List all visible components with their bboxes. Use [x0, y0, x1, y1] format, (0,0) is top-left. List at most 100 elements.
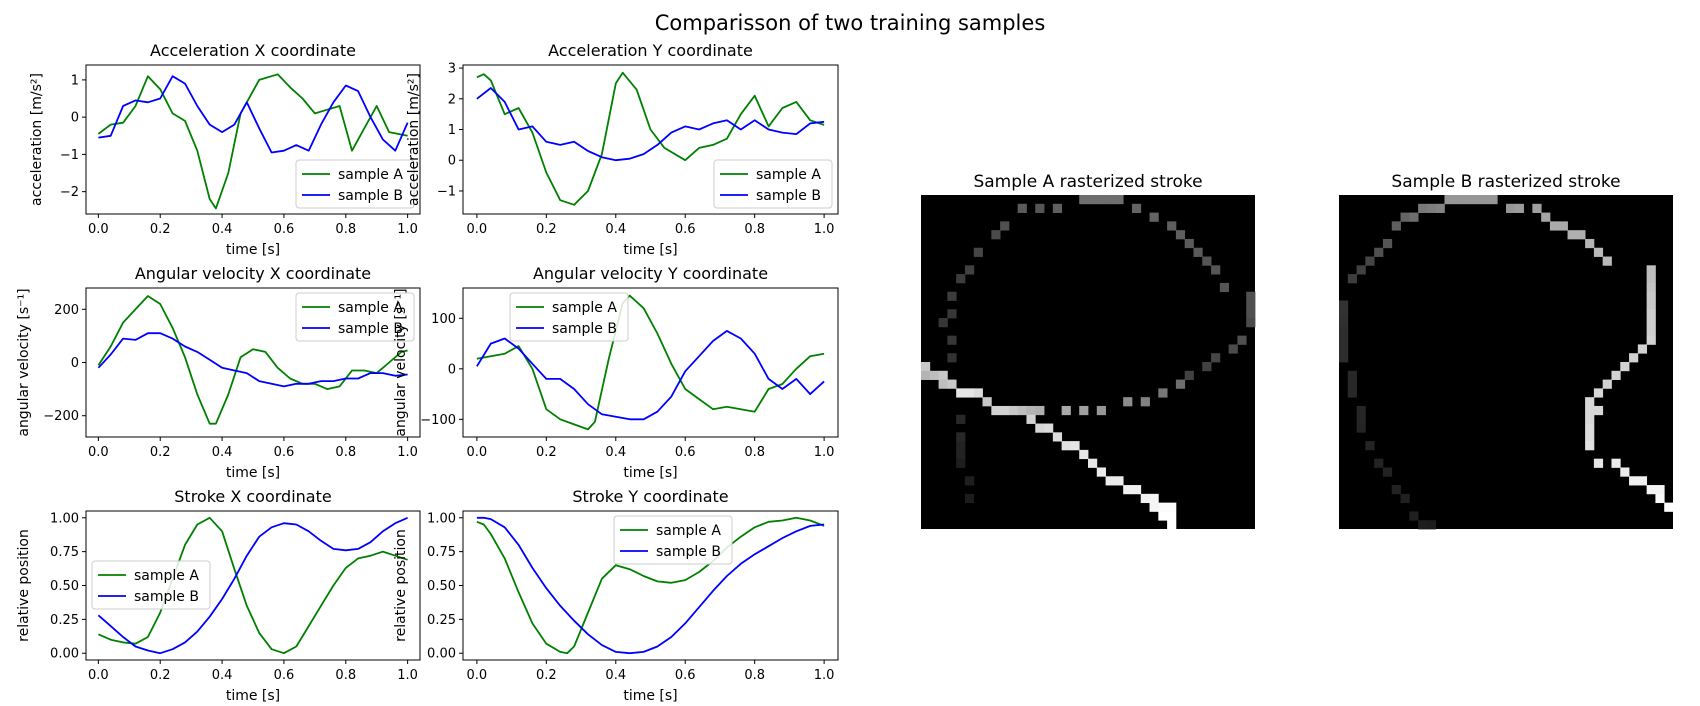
raster-pixel	[1347, 388, 1357, 398]
raster-pixel	[1061, 441, 1071, 451]
x-tick-label: 0.6	[675, 668, 696, 683]
raster-pixel	[1646, 335, 1656, 345]
x-tick-label: 0.8	[744, 222, 765, 237]
raster-pixel	[973, 388, 983, 398]
raster-pixel	[1356, 405, 1366, 416]
raster-pixel	[1026, 414, 1036, 424]
legend-label-b: sample B	[656, 544, 721, 560]
raster-pixel	[1593, 388, 1604, 398]
raster-background	[1339, 195, 1673, 529]
raster-pixel	[1409, 212, 1419, 222]
axes-title: Acceleration X coordinate	[150, 41, 356, 60]
x-tick-label: 1.0	[397, 445, 418, 460]
raster-pixel	[1646, 326, 1656, 337]
x-tick-label: 0.2	[536, 445, 557, 460]
raster-pixel	[956, 414, 966, 424]
raster-pixel	[1131, 203, 1142, 213]
raster-pixel	[1096, 405, 1106, 416]
x-axis-label: time [s]	[226, 688, 280, 704]
raster-pixel	[1149, 493, 1159, 504]
raster-pixel	[973, 247, 983, 257]
raster-pixel	[1611, 370, 1621, 380]
series-line-b	[476, 330, 825, 421]
series-line-b	[476, 87, 825, 162]
chart-acceleration-x: 0.0 0.2 0.4 0.6 0.8 1.0 1 0 −1 −2 Acceleration X c…	[29, 41, 421, 258]
raster-pixel	[929, 370, 939, 380]
raster-pixel	[1514, 203, 1524, 213]
raster-pixel	[1532, 203, 1542, 213]
raster-pixel	[938, 379, 948, 389]
x-axis-label: time [s]	[226, 242, 280, 258]
raster-pixel	[1426, 520, 1437, 530]
raster-pixel	[956, 458, 966, 468]
raster-pixel	[1620, 362, 1630, 372]
chart-acceleration-y: 0.0 0.2 0.4 0.6 0.8 1.0 3 2 1 0 −1 Acceleration Y c…	[406, 41, 839, 258]
raster-pixel	[1646, 291, 1656, 301]
raster-pixel	[1585, 432, 1595, 442]
y-tick-label: −2	[60, 185, 79, 200]
x-tick-label: 0.8	[744, 445, 765, 460]
y-tick-label: 0	[448, 154, 456, 169]
raster-pixel	[1453, 195, 1463, 205]
raster-pixel	[1655, 485, 1665, 495]
x-tick-label: 0.0	[88, 222, 109, 237]
series-line-b	[476, 516, 825, 655]
x-tick-label: 0.8	[335, 445, 356, 460]
x-tick-label: 0.2	[150, 222, 171, 237]
legend-label-b: sample B	[134, 589, 199, 605]
y-tick-label: 0.25	[50, 613, 79, 628]
legend-label-a: sample A	[338, 300, 403, 316]
axes-title: Stroke Y coordinate	[572, 487, 728, 506]
raster-pixel	[991, 405, 1001, 416]
x-tick-label: 0.8	[744, 668, 765, 683]
raster-pixel	[1211, 353, 1221, 363]
x-tick-label: 0.4	[212, 668, 233, 683]
legend-label-a: sample A	[338, 167, 403, 183]
y-tick-label: 0.00	[50, 647, 79, 662]
chart-angular-velocity-x: 0.0 0.2 0.4 0.6 0.8 1.0 200 0 −200 Angular veloci…	[16, 264, 421, 481]
raster-pixel	[1585, 405, 1595, 416]
axes-title: Acceleration Y coordinate	[548, 41, 753, 60]
legend: sample A sample B	[295, 292, 415, 342]
raster-pixel	[1184, 370, 1194, 380]
axes-title: Angular velocity Y coordinate	[533, 264, 768, 283]
y-tick-label: 1.00	[50, 511, 79, 526]
raster-pixel	[1035, 423, 1045, 433]
raster-pixel	[1646, 282, 1656, 293]
raster-pixel	[1655, 493, 1665, 504]
y-tick-label: 3	[448, 62, 456, 77]
raster-pixel	[1646, 485, 1656, 495]
raster-pixel	[1418, 520, 1428, 530]
raster-pixel	[1585, 423, 1595, 433]
raster-pixel	[1435, 203, 1445, 213]
legend-box	[613, 515, 733, 565]
raster-pixel	[1044, 423, 1054, 433]
y-axis-label: angular velocity [s⁻¹]	[393, 288, 409, 436]
y-tick-label: −100	[420, 413, 456, 428]
raster-pixel	[1184, 238, 1194, 249]
raster-pixel	[1237, 335, 1247, 345]
y-tick-label: 0.25	[427, 613, 456, 628]
raster-pixel	[1070, 441, 1080, 451]
y-tick-label: 0	[71, 356, 79, 371]
axes-frame	[462, 287, 839, 438]
raster-pixel	[947, 379, 957, 389]
y-tick-label: 0.50	[50, 579, 79, 594]
raster-pixel	[1035, 203, 1045, 213]
chart-sample-a-raster: Sample A rasterized stroke	[921, 172, 1256, 530]
x-axis-label: time [s]	[623, 242, 677, 258]
y-tick-label: 1	[71, 73, 79, 88]
legend: sample A sample B	[91, 560, 211, 610]
raster-pixel	[947, 353, 957, 363]
legend: sample A sample B	[295, 159, 415, 209]
raster-pixel	[1149, 212, 1159, 222]
y-axis-label: relative position	[16, 529, 32, 642]
raster-pixel	[1585, 441, 1595, 451]
raster-pixel	[1365, 256, 1375, 266]
x-tick-label: 0.0	[88, 445, 109, 460]
raster-pixel	[1400, 212, 1410, 222]
raster-pixel	[1426, 203, 1437, 213]
raster-pixel	[1637, 476, 1648, 486]
x-tick-label: 0.2	[150, 445, 171, 460]
raster-pixel	[1356, 265, 1366, 275]
